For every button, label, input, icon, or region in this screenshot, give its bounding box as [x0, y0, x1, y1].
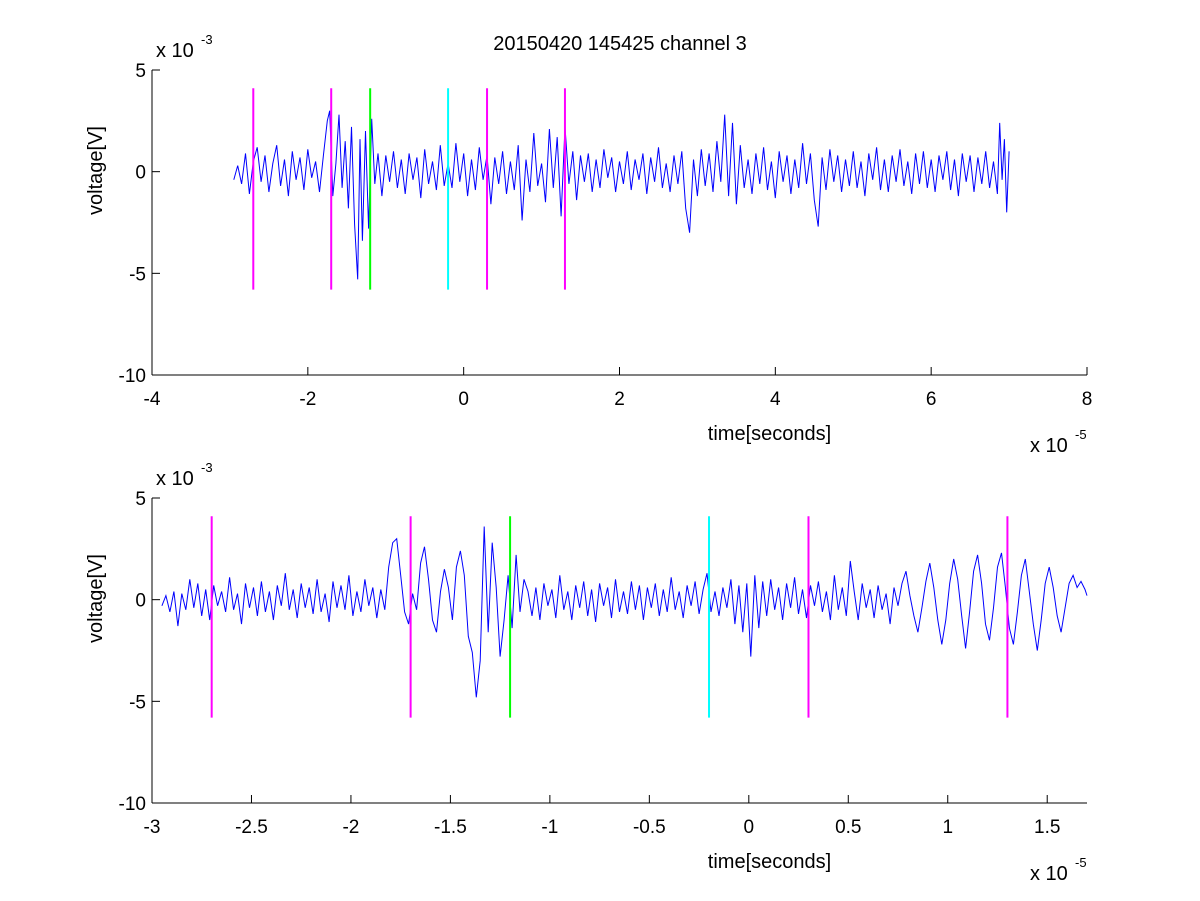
x-tick-label: 0.5 [835, 817, 861, 838]
x-axis-label: time[seconds] [708, 423, 831, 445]
x-tick-label: -2.5 [235, 817, 268, 838]
y-tick-label: -10 [119, 794, 146, 815]
x-tick-label: 1 [942, 817, 953, 838]
x-tick-label: 0 [744, 817, 755, 838]
x-tick-label: 0 [458, 389, 469, 410]
y-tick-label: 5 [135, 61, 146, 82]
x-multiplier-exponent: -5 [1075, 855, 1087, 870]
y-axis-label: voltage[V] [85, 554, 107, 643]
figure-title: 20150420 145425 channel 3 [493, 33, 747, 55]
x-tick-label: -2 [342, 817, 359, 838]
y-axis-label: voltage[V] [85, 126, 107, 215]
y-tick-label: -5 [129, 692, 146, 713]
top-plot-panel: -4 -2 0 2 4 6 8 -10 -5 0 5 time[seconds] voltage[V] x… [85, 32, 1092, 457]
y-tick-label: 0 [135, 163, 146, 184]
y-multiplier-exponent: -3 [201, 460, 213, 475]
signal-line [233, 110, 1010, 280]
x-tick-label: -1 [541, 817, 558, 838]
y-multiplier-label: x 10 [156, 40, 194, 62]
x-tick-label: -2 [299, 389, 316, 410]
x-tick-label: 6 [926, 389, 937, 410]
y-tick-label: 0 [135, 591, 146, 612]
x-multiplier-label: x 10 [1030, 863, 1068, 885]
bottom-plot-panel: -3 -2.5 -2 -1.5 -1 -0.5 0 0.5 1 1.5 -10 -5 0 5 time[se… [85, 460, 1088, 885]
x-tick-label: -3 [144, 817, 161, 838]
x-tick-label: 4 [770, 389, 781, 410]
x-multiplier-exponent: -5 [1075, 427, 1087, 442]
x-tick-label: 2 [614, 389, 625, 410]
y-tick-label: -10 [119, 366, 146, 387]
signal-line [161, 526, 1088, 698]
y-tick-label: 5 [135, 489, 146, 510]
x-tick-label: -0.5 [633, 817, 666, 838]
y-multiplier-label: x 10 [156, 468, 194, 490]
x-tick-label: 1.5 [1034, 817, 1060, 838]
x-multiplier-label: x 10 [1030, 435, 1068, 457]
x-tick-label: 8 [1082, 389, 1093, 410]
x-tick-label: -4 [144, 389, 161, 410]
x-tick-label: -1.5 [434, 817, 467, 838]
y-tick-label: -5 [129, 264, 146, 285]
y-multiplier-exponent: -3 [201, 32, 213, 47]
x-axis-label: time[seconds] [708, 851, 831, 873]
